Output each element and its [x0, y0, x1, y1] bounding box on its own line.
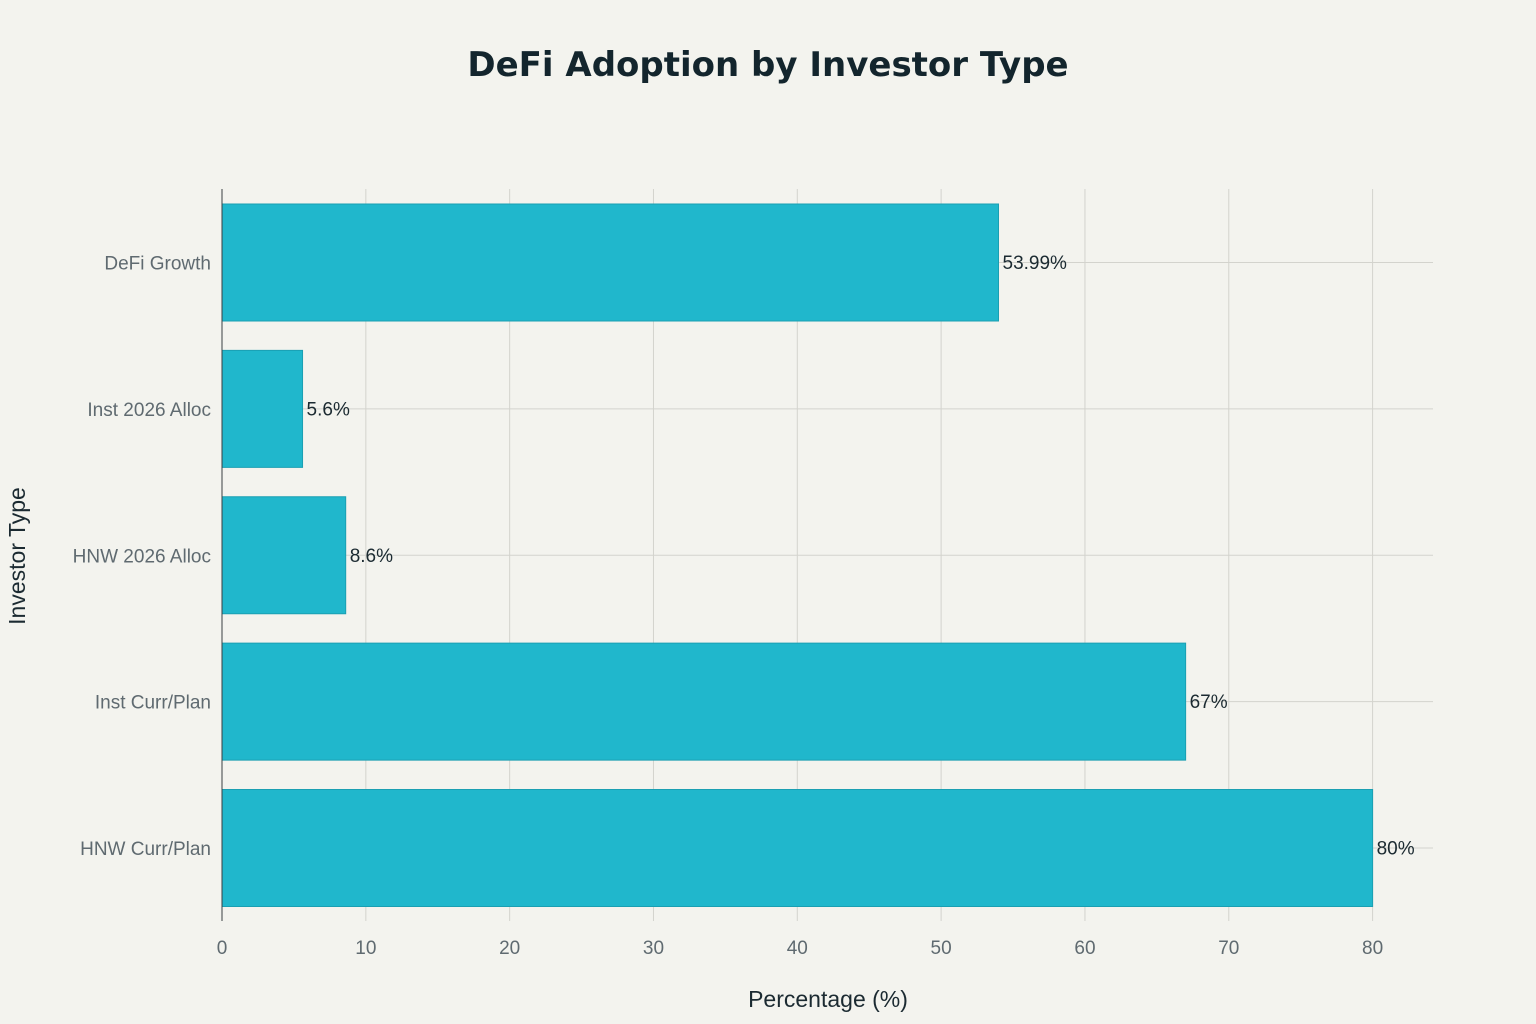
x-tick-label: 40: [787, 938, 808, 959]
x-tick-label: 20: [499, 938, 520, 959]
x-tick-label: 70: [1218, 938, 1239, 959]
bars: [221, 203, 1374, 907]
bar: [221, 642, 1187, 761]
x-tick-label: 50: [931, 938, 952, 959]
x-tick-label: 30: [643, 938, 664, 959]
y-tick-label: Inst 2026 Alloc: [87, 400, 211, 421]
data-label: 53.99%: [1003, 253, 1068, 274]
x-axis-title: Percentage (%): [748, 986, 908, 1012]
data-label: 80%: [1377, 839, 1415, 860]
x-tick-label: 10: [355, 938, 376, 959]
x-tick-label: 60: [1074, 938, 1095, 959]
chart-title: DeFi Adoption by Investor Type: [467, 45, 1068, 85]
y-tick-label: HNW 2026 Alloc: [73, 546, 211, 567]
y-axis-title: Investor Type: [4, 487, 30, 625]
bar: [221, 789, 1374, 907]
data-labels: 53.99% 5.6% 8.6% 67% 80%: [307, 253, 1415, 860]
bar: [221, 203, 1000, 322]
bar: [221, 349, 304, 468]
bar: [221, 496, 347, 615]
data-label: 5.6%: [307, 399, 350, 420]
x-tick-label: 80: [1362, 938, 1383, 959]
data-label: 8.6%: [350, 546, 393, 567]
data-label: 67%: [1190, 692, 1228, 713]
y-tick-label: HNW Curr/Plan: [80, 839, 211, 860]
y-tick-label: Inst Curr/Plan: [95, 693, 211, 714]
x-tick-label: 0: [217, 938, 228, 959]
x-axis-ticks: 0 10 20 30 40 50 60 70 80: [217, 938, 1383, 959]
y-axis-ticks: DeFi Growth Inst 2026 Alloc HNW 2026 Alloc…: [73, 254, 211, 861]
y-tick-label: DeFi Growth: [104, 254, 211, 275]
